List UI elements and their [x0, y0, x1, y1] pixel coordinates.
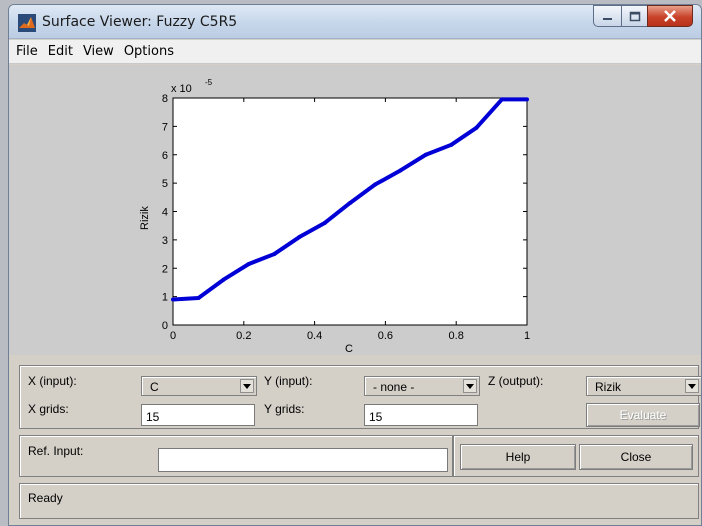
chevron-down-icon — [240, 379, 254, 393]
series-point — [399, 168, 403, 172]
menu-view[interactable]: View — [78, 44, 119, 59]
y-tick-label: 2 — [162, 263, 168, 275]
matlab-icon — [18, 14, 36, 32]
series-point — [272, 252, 276, 256]
title-bar[interactable]: Surface Viewer: Fuzzy C5R5 — [9, 5, 701, 39]
x-tick-label: 0 — [170, 330, 176, 342]
x-tick-label: 1 — [524, 330, 530, 342]
close-button[interactable]: Close — [579, 444, 693, 470]
window-title: Surface Viewer: Fuzzy C5R5 — [42, 14, 237, 30]
z-output-select[interactable]: Rizik — [586, 376, 702, 396]
series-point — [247, 262, 251, 266]
x-input-value: C — [150, 380, 159, 394]
maximize-icon — [629, 11, 641, 22]
z-output-label: Z (output): — [488, 374, 543, 388]
x-tick-label: 0.4 — [307, 330, 322, 342]
x-input-label: X (input): — [28, 374, 77, 388]
surface-chart: 0 1 2 3 4 5 6 7 8 0 0.2 0.4 0.6 0.8 1 x 10 -5 C Rizik — [9, 65, 702, 355]
series-point — [474, 126, 478, 130]
y-axis-label: Rizik — [139, 206, 151, 230]
window-controls — [593, 5, 693, 27]
x-grids-field[interactable]: 15 — [141, 404, 255, 426]
series-point — [171, 297, 175, 301]
y-grids-value: 15 — [369, 410, 382, 424]
series-point — [323, 221, 327, 225]
menu-options[interactable]: Options — [119, 44, 179, 59]
y-tick-label: 8 — [162, 93, 168, 105]
help-button[interactable]: Help — [460, 444, 576, 470]
plot-area: 0 1 2 3 4 5 6 7 8 0 0.2 0.4 0.6 0.8 1 x 10 -5 C Rizik — [9, 65, 701, 355]
x-grids-label: X grids: — [28, 402, 69, 416]
minimize-icon — [602, 11, 614, 21]
y-tick-label: 4 — [162, 207, 168, 219]
exponent-power: -5 — [205, 78, 213, 87]
menu-bar: File Edit View Options — [9, 40, 701, 64]
action-panel: Help Close — [453, 435, 699, 477]
chevron-down-icon — [685, 379, 699, 393]
surface-viewer-window: Surface Viewer: Fuzzy C5R5 File Edit Vie… — [8, 4, 702, 526]
y-input-select[interactable]: - none - — [364, 376, 480, 396]
maximize-button[interactable] — [621, 5, 647, 27]
x-tick-label: 0.8 — [449, 330, 464, 342]
series-point — [449, 143, 453, 147]
y-tick-label: 1 — [162, 292, 168, 304]
x-axis-label: C — [345, 343, 353, 355]
chevron-down-icon — [463, 379, 477, 393]
evaluate-button[interactable]: Evaluate — [586, 403, 700, 427]
series-point — [500, 97, 504, 101]
y-tick-label: 6 — [162, 150, 168, 162]
chart-axes-box — [173, 98, 527, 325]
series-point — [297, 235, 301, 239]
y-tick-label: 0 — [162, 320, 168, 332]
exponent-base: x 10 — [171, 83, 192, 95]
series-point — [424, 153, 428, 157]
close-window-button[interactable] — [647, 5, 693, 27]
x-tick-label: 0.6 — [378, 330, 393, 342]
y-input-label: Y (input): — [264, 374, 312, 388]
series-point — [196, 296, 200, 300]
x-grids-value: 15 — [146, 410, 159, 424]
ref-input-field[interactable] — [158, 448, 448, 472]
x-input-select[interactable]: C — [141, 376, 257, 396]
close-icon — [663, 10, 677, 22]
variable-panel: X (input): C Y (input): - none - Z (outp… — [19, 365, 699, 429]
menu-edit[interactable]: Edit — [43, 44, 78, 59]
series-point — [222, 278, 226, 282]
y-input-value: - none - — [373, 380, 414, 394]
y-tick-label: 5 — [162, 178, 168, 190]
y-tick-label: 3 — [162, 235, 168, 247]
z-output-value: Rizik — [595, 380, 621, 394]
y-grids-field[interactable]: 15 — [364, 404, 478, 426]
menu-file[interactable]: File — [11, 44, 43, 59]
y-grids-label: Y grids: — [264, 402, 304, 416]
status-text: Ready — [28, 491, 63, 505]
series-point — [348, 201, 352, 205]
series-point — [373, 183, 377, 187]
status-panel: Ready — [19, 483, 699, 519]
series-point — [525, 97, 529, 101]
ref-input-label: Ref. Input: — [28, 444, 83, 458]
x-tick-label: 0.2 — [236, 330, 251, 342]
y-tick-label: 7 — [162, 121, 168, 133]
minimize-button[interactable] — [593, 5, 621, 27]
ref-input-panel: Ref. Input: — [19, 435, 453, 477]
